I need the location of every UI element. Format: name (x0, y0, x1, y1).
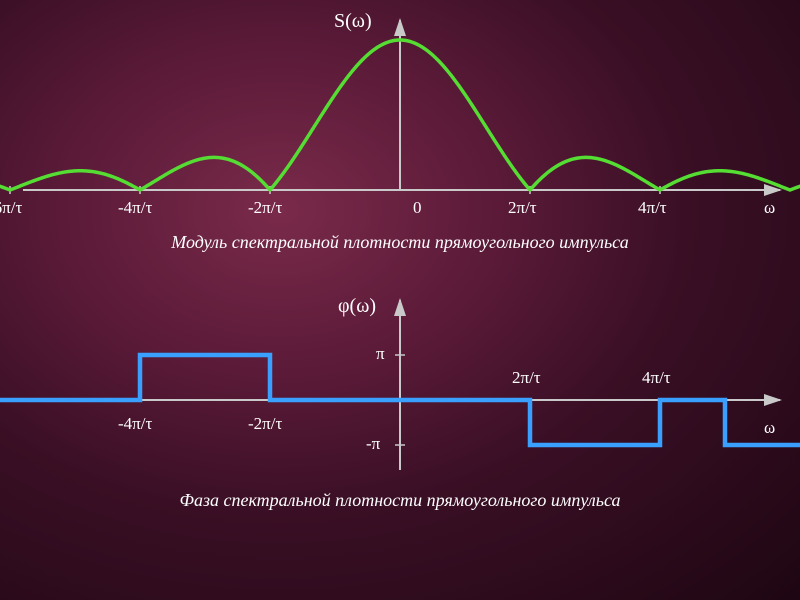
figure-stage: S(ω) 0 -6π/τ-4π/τ-2π/τ2π/τ4π/τ ω Модуль … (0, 0, 800, 600)
bottom-axis-end-label: ω (764, 418, 775, 438)
bottom-xtick-label: 4π/τ (642, 368, 671, 388)
bottom-chart-title: φ(ω) (338, 295, 376, 318)
bottom-ytick-label: π (376, 344, 385, 364)
bottom-xtick-label: -2π/τ (248, 414, 282, 434)
bottom-xtick-label: 2π/τ (512, 368, 541, 388)
bottom-xtick-label: -4π/τ (118, 414, 152, 434)
bottom-ytick-label: -π (366, 434, 380, 454)
bottom-caption: Фаза спектральной плотности прямоугольно… (0, 490, 800, 511)
